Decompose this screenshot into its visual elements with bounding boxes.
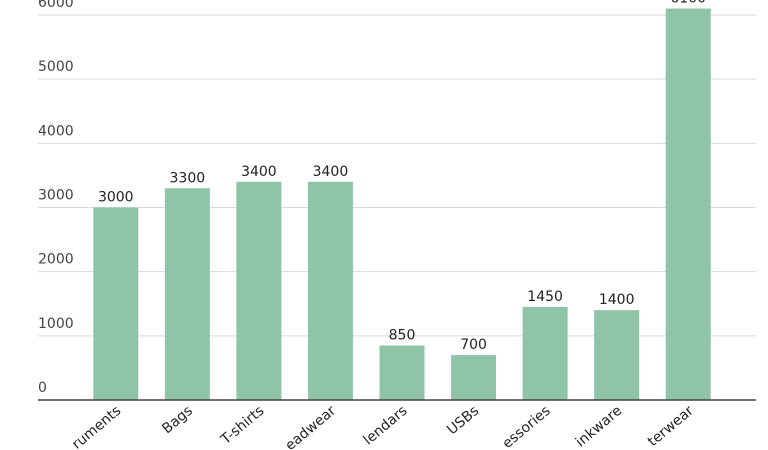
x-tick-label: lendars [361,403,411,449]
data-label: 3300 [170,170,206,186]
x-tick-label: eadwear [282,403,339,450]
y-tick-label: 5000 [38,59,74,75]
bar [665,8,711,400]
x-tick-label: ruments [69,403,124,450]
x-tick-label: essories [499,403,553,450]
y-tick-label: 1000 [38,316,74,332]
y-tick-label: 0 [38,380,47,396]
bar [522,306,568,400]
data-label: 6100 [670,0,706,7]
data-label: 3400 [313,164,349,180]
bar [164,188,210,400]
x-tick-label: USBs [444,403,482,438]
data-label: 3400 [241,164,277,180]
bar [379,345,425,400]
bar [594,310,640,400]
x-tick-label: terwear [645,403,697,450]
data-label: 850 [389,327,416,343]
data-label: 1400 [599,292,635,308]
bar [93,207,139,400]
y-tick-label: 3000 [38,188,74,204]
y-tick-label: 2000 [38,252,74,268]
x-tick-label: Bags [159,403,196,437]
data-label: 700 [460,337,487,353]
bar [236,181,282,400]
y-tick-label: 6000 [38,0,74,11]
data-label: 3000 [98,190,134,206]
bar [451,355,497,400]
x-tick-label: inkware [573,403,625,450]
bar [307,181,353,400]
data-label: 1450 [527,289,563,305]
x-tick-label: T-shirts [217,403,267,449]
y-tick-label: 4000 [38,123,74,139]
